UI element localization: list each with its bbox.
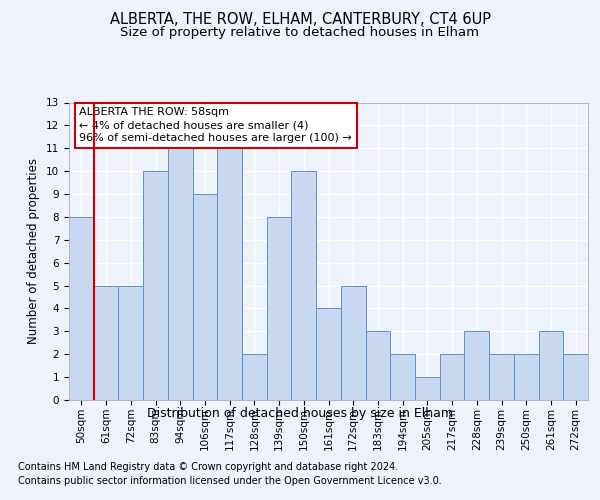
Bar: [563, 354, 588, 400]
Text: Contains public sector information licensed under the Open Government Licence v3: Contains public sector information licen…: [18, 476, 442, 486]
Bar: [489, 354, 514, 400]
Bar: [514, 354, 539, 400]
Bar: [341, 286, 365, 400]
Bar: [415, 377, 440, 400]
Text: ALBERTA, THE ROW, ELHAM, CANTERBURY, CT4 6UP: ALBERTA, THE ROW, ELHAM, CANTERBURY, CT4…: [110, 12, 491, 28]
Text: Size of property relative to detached houses in Elham: Size of property relative to detached ho…: [121, 26, 479, 39]
Text: ALBERTA THE ROW: 58sqm
← 4% of detached houses are smaller (4)
96% of semi-detac: ALBERTA THE ROW: 58sqm ← 4% of detached …: [79, 107, 352, 144]
Bar: [143, 171, 168, 400]
Bar: [193, 194, 217, 400]
Bar: [440, 354, 464, 400]
Bar: [365, 332, 390, 400]
Bar: [390, 354, 415, 400]
Bar: [242, 354, 267, 400]
Bar: [118, 286, 143, 400]
Bar: [539, 332, 563, 400]
Bar: [316, 308, 341, 400]
Bar: [267, 217, 292, 400]
Text: Contains HM Land Registry data © Crown copyright and database right 2024.: Contains HM Land Registry data © Crown c…: [18, 462, 398, 472]
Bar: [168, 148, 193, 400]
Bar: [292, 171, 316, 400]
Bar: [94, 286, 118, 400]
Bar: [464, 332, 489, 400]
Y-axis label: Number of detached properties: Number of detached properties: [28, 158, 40, 344]
Bar: [69, 217, 94, 400]
Text: Distribution of detached houses by size in Elham: Distribution of detached houses by size …: [147, 408, 453, 420]
Bar: [217, 148, 242, 400]
